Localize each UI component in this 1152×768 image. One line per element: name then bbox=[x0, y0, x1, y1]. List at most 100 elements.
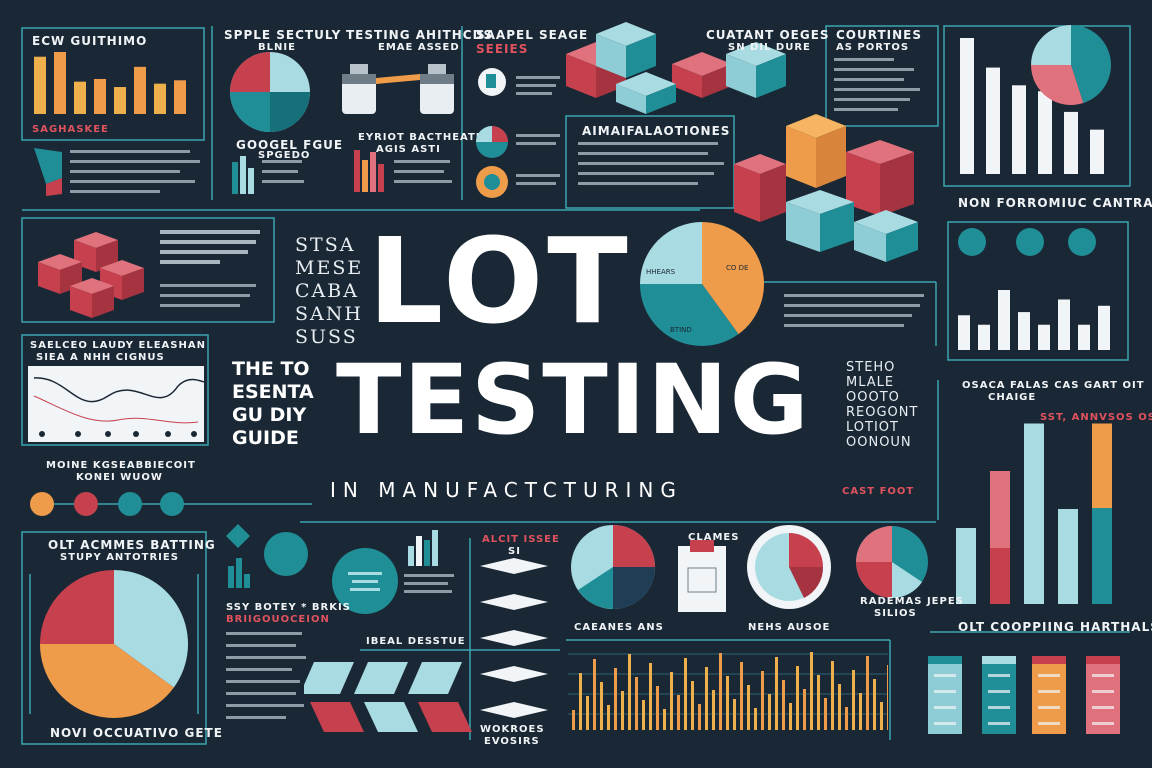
spple-title: SPPLE SECTULY bbox=[224, 28, 342, 42]
non-forrom-chart bbox=[958, 228, 1110, 350]
bar bbox=[880, 702, 883, 730]
tall-bar-chart bbox=[956, 423, 1112, 604]
testing-methods-sub: EMAE ASSED bbox=[378, 42, 460, 53]
ibeal-title: IBEAL DESSTUE bbox=[366, 636, 466, 647]
bar bbox=[670, 672, 673, 730]
bar bbox=[719, 653, 722, 730]
bar bbox=[1078, 324, 1090, 350]
bar bbox=[1090, 129, 1104, 174]
bar-top bbox=[1058, 509, 1078, 556]
wokros-sub: EVOSIRS bbox=[484, 736, 540, 747]
pie-slice bbox=[39, 570, 114, 644]
cube-icon bbox=[34, 148, 62, 184]
stat-label: SST, ANNVSOS OS bbox=[1040, 412, 1152, 423]
bar bbox=[600, 682, 603, 730]
olt-sub: STUPY ANTOTRIES bbox=[60, 552, 179, 563]
osaca-title: OSACA FALAS CAS GART OIT bbox=[962, 380, 1145, 391]
olt-title: OLT ACMMES BATTING bbox=[48, 538, 216, 552]
bar-bottom bbox=[990, 548, 1010, 604]
alcit-sub: SI bbox=[508, 546, 521, 557]
bar bbox=[782, 680, 785, 730]
bar bbox=[677, 695, 680, 730]
top-left-bar-chart bbox=[34, 52, 186, 114]
bar bbox=[656, 686, 659, 730]
spple-pie bbox=[230, 52, 310, 132]
cube-cluster-left bbox=[38, 232, 144, 318]
googel-sub: SPGEDO bbox=[258, 150, 311, 161]
bar bbox=[34, 56, 46, 114]
bar bbox=[663, 709, 666, 730]
novi-title: NOVI OCCUATIVO GETE bbox=[50, 726, 223, 740]
diamond-stack bbox=[480, 558, 548, 718]
bar bbox=[740, 662, 743, 730]
bar bbox=[174, 80, 186, 114]
title-lot: LOT bbox=[368, 212, 632, 350]
bar bbox=[831, 661, 834, 730]
bar bbox=[579, 673, 582, 730]
courtines-sub: AS PORTOS bbox=[836, 42, 910, 53]
bottom-right-tables bbox=[928, 656, 1120, 734]
top-left-subtitle: SAGHASKEE bbox=[32, 124, 109, 135]
bar bbox=[1018, 312, 1030, 350]
pie-label-mid: CO DE bbox=[726, 264, 748, 272]
bar bbox=[154, 83, 166, 114]
title-subtitle: IN MANUFACTCTURING bbox=[330, 478, 683, 502]
bar bbox=[607, 705, 610, 730]
bar bbox=[998, 290, 1010, 350]
bar bbox=[1098, 305, 1110, 350]
cube-text-block bbox=[160, 230, 260, 307]
right-text-stack: STEHO MLALE OOOTO REOGONT LOTIOT OONOUN bbox=[846, 360, 919, 450]
bar bbox=[796, 666, 799, 730]
eyriot-title: EYRIOT BACTHEATIEES bbox=[358, 132, 505, 143]
bar bbox=[1038, 91, 1052, 174]
rademas-title: RADEMAS JEPES bbox=[860, 596, 964, 607]
bar bbox=[747, 685, 750, 730]
bar bbox=[593, 659, 596, 730]
bar bbox=[761, 671, 764, 730]
alcit-title: ALCIT ISSEE bbox=[482, 534, 560, 545]
bar bbox=[628, 654, 631, 730]
bar bbox=[986, 67, 1000, 174]
courtines-title: COURTINES bbox=[836, 28, 922, 42]
left-text-stack: STSA MESE CABA SANH SUSS bbox=[295, 234, 364, 348]
sample-sub: SEEIES bbox=[476, 42, 529, 56]
pie-slice bbox=[1031, 25, 1071, 65]
testing-machine-illustration bbox=[342, 64, 454, 114]
bar-bottom bbox=[1092, 508, 1112, 604]
bar bbox=[1058, 299, 1070, 350]
bar bbox=[134, 66, 146, 114]
bar bbox=[838, 684, 841, 730]
rademas-sub: SILIOS bbox=[874, 608, 917, 619]
wokros-title: WOKROES bbox=[480, 724, 545, 735]
eyriot-sub: AGIS ASTI bbox=[376, 144, 441, 155]
bar bbox=[635, 677, 638, 730]
parallelogram-shapes bbox=[304, 662, 472, 732]
non-forrom-title: NON FORROMIUC CANTRALS bbox=[958, 196, 1152, 210]
sample-icons bbox=[476, 68, 560, 198]
saelce-title: SAELCEO LAUDY ELEASHAN bbox=[30, 340, 206, 351]
bar bbox=[621, 691, 624, 730]
bar bbox=[775, 657, 778, 730]
teal-circle bbox=[332, 548, 398, 614]
caeanes-title: CAEANES ANS bbox=[574, 622, 664, 633]
eyriot-mini-chart bbox=[354, 150, 452, 192]
ssy-title: SSY BOTEY * BRKIS bbox=[226, 602, 351, 613]
pie-slice bbox=[114, 570, 188, 688]
bar bbox=[712, 690, 715, 730]
bar bbox=[803, 689, 806, 730]
guide-text: THE TO ESENTA GU DIY GUIDE bbox=[232, 358, 314, 449]
bar bbox=[1064, 111, 1078, 174]
bar bbox=[698, 704, 701, 730]
olr-cooping-title: OLT COOPPIING HARTHALS bbox=[958, 620, 1152, 634]
bar bbox=[887, 665, 888, 730]
pie-label-bot: BTIND bbox=[670, 326, 692, 334]
pie-label-top: HHEARS bbox=[646, 268, 676, 276]
ssy-text bbox=[226, 632, 306, 719]
bar bbox=[54, 52, 66, 114]
bar-bottom bbox=[1058, 556, 1078, 604]
cube-cluster-top bbox=[566, 22, 786, 114]
bar bbox=[845, 707, 848, 730]
bar bbox=[642, 700, 645, 730]
lower-icons bbox=[226, 524, 308, 588]
bar bbox=[817, 675, 820, 730]
